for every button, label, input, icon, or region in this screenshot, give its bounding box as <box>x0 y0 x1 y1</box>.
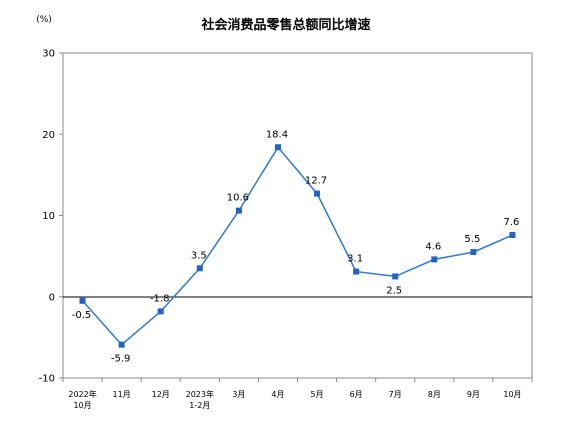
data-point-marker <box>79 297 86 304</box>
data-label: -1.8 <box>150 293 170 304</box>
data-point-marker <box>431 256 438 263</box>
x-tick-label: 3月 <box>232 390 245 399</box>
plot-area-frame <box>62 52 533 379</box>
x-tick-label: 12月 <box>152 390 170 399</box>
data-point-marker <box>157 308 164 315</box>
y-axis-ticks: -10 0 10 20 30 <box>39 49 63 385</box>
x-tick-label: 2022年 10月 <box>68 389 96 410</box>
x-tick-label: 9月 <box>467 390 480 399</box>
series-line <box>81 146 513 346</box>
data-label: 12.7 <box>305 176 327 187</box>
chart-title: 社会消费品零售总额同比增速 <box>200 17 370 33</box>
y-tick-label: 0 <box>49 292 55 303</box>
data-label: -5.9 <box>111 354 131 365</box>
data-point-marker <box>274 144 281 151</box>
x-tick-label: 4月 <box>271 390 284 399</box>
data-label: 4.6 <box>425 241 441 252</box>
data-point-marker <box>118 341 125 348</box>
data-label: 3.5 <box>191 250 207 261</box>
data-label: -0.5 <box>72 310 92 321</box>
y-tick-label: 30 <box>42 49 55 60</box>
data-point-marker <box>196 265 203 272</box>
data-point-marker <box>235 207 242 214</box>
data-label: 5.5 <box>464 234 480 245</box>
data-labels: -0.5 -5.9 -1.8 3.5 10.6 18.4 12.7 3.1 2.5 4.6 5.5 7… <box>72 129 520 364</box>
x-axis-ticks: 2022年 10月 11月 12月 2023年 1-2月 3月 4月 5月 6月 7月 8月 9月 10月 <box>62 378 533 410</box>
x-tick-label: 2023年 1-2月 <box>186 389 214 410</box>
data-label: 18.4 <box>266 129 288 140</box>
x-tick-label: 7月 <box>389 390 402 399</box>
data-label: 3.1 <box>347 254 363 265</box>
x-tick-label: 11月 <box>113 390 131 399</box>
data-point-marker <box>314 190 321 197</box>
y-tick-label: -10 <box>39 374 55 385</box>
x-tick-label: 8月 <box>428 390 441 399</box>
data-markers <box>79 144 516 348</box>
x-tick-label: 6月 <box>350 390 363 399</box>
data-label: 2.5 <box>386 285 402 296</box>
x-tick-label: 10月 <box>503 390 521 399</box>
data-point-marker <box>470 249 477 256</box>
y-tick-label: 10 <box>42 211 55 222</box>
data-label: 10.6 <box>227 193 249 204</box>
data-point-marker <box>392 273 399 280</box>
data-point-marker <box>509 232 516 238</box>
y-axis-unit: (%) <box>36 15 52 25</box>
data-label: 7.6 <box>504 217 520 228</box>
data-point-marker <box>353 268 360 275</box>
y-tick-label: 20 <box>42 130 55 141</box>
x-tick-label: 5月 <box>310 390 323 399</box>
